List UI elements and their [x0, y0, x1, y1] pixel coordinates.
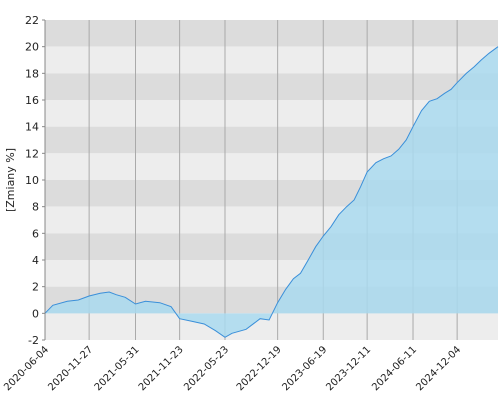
y-tick-label: 2 — [32, 281, 39, 294]
y-tick-label: 20 — [25, 41, 39, 54]
y-tick-label: 6 — [32, 227, 39, 240]
grid-band — [45, 46, 498, 74]
y-tick-label: -2 — [28, 334, 39, 347]
x-tick-label: 2024-06-11 — [370, 344, 419, 393]
x-tick-label: 2021-05-31 — [93, 344, 142, 393]
y-tick-label: 10 — [25, 174, 39, 187]
grid-band — [45, 20, 498, 47]
line — [44, 46, 499, 338]
x-tick-label: 2021-11-23 — [137, 344, 186, 393]
x-tick-label: 2022-05-23 — [182, 344, 231, 393]
y-tick-label: 14 — [25, 121, 39, 134]
area — [45, 46, 498, 338]
y-tick-label: 22 — [25, 14, 39, 27]
x-tick-label: 2024-12-04 — [414, 344, 463, 393]
grid-band — [45, 313, 498, 340]
x-tick-label: 2023-06-19 — [281, 344, 330, 393]
x-tick-label: 2020-06-04 — [2, 344, 51, 393]
y-tick-label: 8 — [32, 201, 39, 214]
grid-band — [45, 73, 498, 100]
y-tick-label: 4 — [32, 254, 39, 267]
y-tick-label: 0 — [32, 307, 39, 320]
y-axis-label: [Zmiany %] — [4, 148, 17, 212]
y-tick-label: 12 — [25, 147, 39, 160]
x-tick-label: 2023-12-11 — [324, 344, 373, 393]
y-tick-label: 16 — [25, 94, 39, 107]
x-tick-label: 2022-12-19 — [235, 344, 284, 393]
y-tick-label: 18 — [25, 67, 39, 80]
x-tick-label: 2020-11-27 — [46, 344, 95, 393]
